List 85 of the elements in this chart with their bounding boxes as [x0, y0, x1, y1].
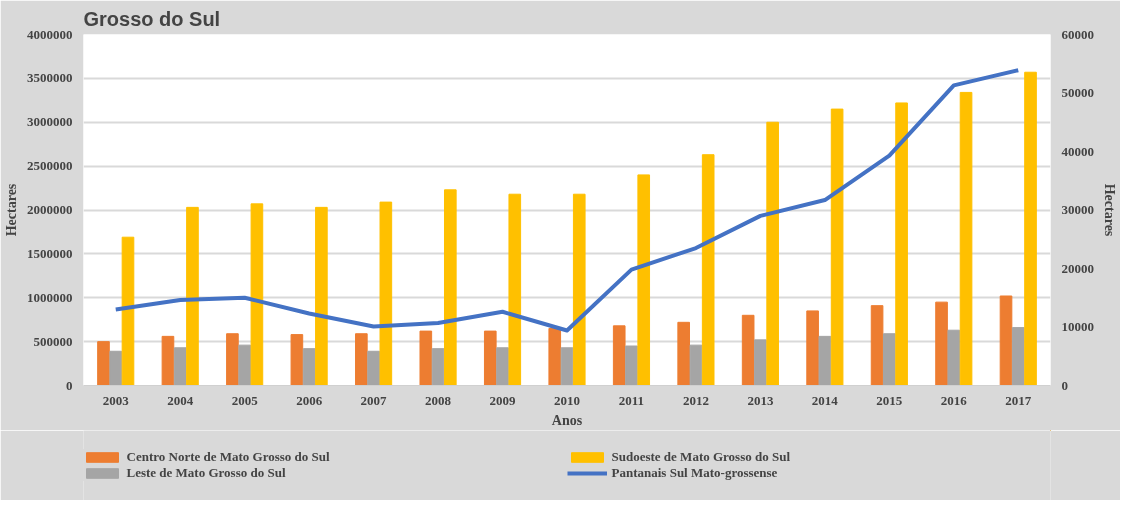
y2-tick-label: 0 [1061, 377, 1068, 393]
bar [870, 305, 884, 386]
x-tick-label: 2006 [296, 392, 323, 408]
y2-tick-label: 60000 [1061, 26, 1094, 42]
line-series [113, 68, 1021, 333]
y-tick-label: 3000000 [27, 114, 73, 130]
x-tick-label: 2014 [811, 392, 839, 408]
x-tick-label: 2003 [102, 392, 130, 408]
x-axis-title: Anos [551, 412, 583, 428]
y2-tick-label: 50000 [1061, 85, 1094, 100]
bar [109, 350, 123, 386]
bar [612, 325, 626, 386]
x-tick-label: 2005 [231, 392, 259, 408]
bar [883, 333, 896, 386]
bar [754, 339, 767, 386]
bar [677, 321, 690, 386]
x-tick-label: 2007 [360, 392, 388, 408]
x-tick-label: 2015 [876, 392, 903, 408]
bar [496, 347, 509, 386]
y2-tick-label: 30000 [1061, 202, 1094, 217]
legend-label: Pantanais Sul Mato-grossense [611, 465, 779, 481]
bar [355, 333, 368, 386]
bar [186, 206, 199, 386]
bar [419, 330, 433, 386]
bar [625, 345, 638, 386]
bar [367, 350, 380, 386]
x-tick-label: 2017 [1005, 392, 1032, 408]
legend-label: Leste de Mato Grosso do Sul [126, 465, 287, 481]
bar [548, 327, 562, 386]
bar [637, 174, 651, 386]
bar [818, 335, 832, 386]
legend-label: Sudoeste de Mato Grosso do Sul [611, 449, 792, 465]
x-tick-label: 2011 [618, 392, 645, 408]
bar [121, 236, 135, 386]
bar [959, 91, 973, 386]
x-tick-label: 2013 [747, 392, 774, 408]
bar [431, 348, 445, 386]
x-tick-label: 2004 [167, 392, 194, 408]
y-axis-title: Hectares [4, 183, 19, 237]
bar [250, 203, 264, 386]
bar [572, 193, 586, 386]
y-tick-label: 1500000 [27, 245, 73, 261]
bar [379, 201, 393, 386]
bar [766, 121, 779, 386]
bar [290, 334, 304, 386]
y2-tick-label: 20000 [1061, 260, 1094, 276]
bar [560, 347, 574, 386]
bar [483, 330, 497, 386]
bar [508, 193, 522, 386]
bar [935, 301, 948, 386]
chart-title: Grosso do Sul [83, 7, 221, 30]
y-tick-label: 2000000 [27, 202, 73, 217]
bar [701, 154, 715, 386]
y2-tick-label: 40000 [1061, 143, 1094, 159]
y-tick-label: 4000000 [27, 26, 73, 42]
x-tick-label: 2016 [940, 392, 968, 408]
x-tick-label: 2008 [425, 392, 452, 408]
y-tick-label: 2500000 [27, 158, 73, 174]
bar [689, 344, 703, 386]
y-tick-label: 1000000 [27, 289, 73, 305]
bar [1011, 327, 1025, 386]
y2-axis-title: Hectares [1102, 183, 1117, 237]
bar [315, 206, 328, 386]
y-tick-label: 500000 [33, 333, 73, 349]
x-tick-label: 2010 [554, 392, 580, 408]
bar [806, 310, 819, 386]
bar [444, 189, 457, 386]
bar [97, 341, 110, 386]
legend-label: Centro Norte de Mato Grosso do Sul [126, 449, 331, 465]
y2-tick-label: 10000 [1061, 319, 1094, 334]
bar [173, 347, 187, 386]
x-tick-label: 2012 [682, 392, 709, 408]
bar [238, 344, 251, 386]
y-tick-label: 3500000 [27, 70, 73, 86]
x-tick-label: 2009 [489, 392, 517, 408]
bar [226, 333, 239, 386]
bar [1024, 71, 1037, 386]
bar [302, 348, 316, 386]
bar [830, 108, 844, 386]
bar [947, 329, 961, 386]
bar [999, 295, 1013, 386]
y-tick-label: 0 [66, 377, 73, 393]
bar [741, 314, 755, 386]
bar [895, 102, 908, 386]
bar [161, 335, 175, 386]
